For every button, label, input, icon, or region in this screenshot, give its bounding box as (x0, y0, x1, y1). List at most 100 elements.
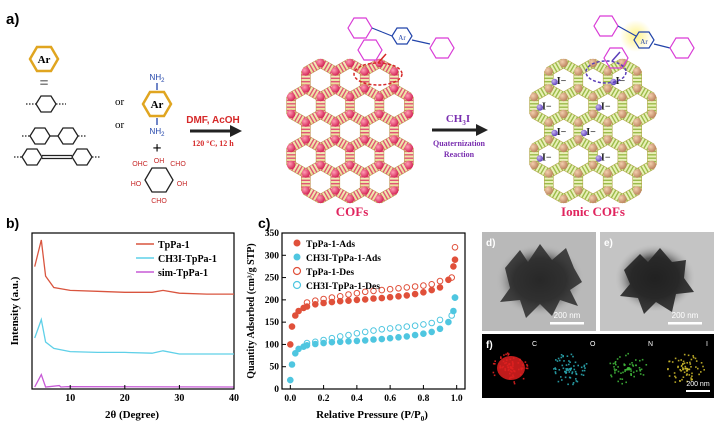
panel-e: e) 200 nm (600, 232, 714, 331)
panel-e-label: e) (604, 238, 613, 249)
svg-text:Ar: Ar (38, 54, 51, 66)
iodide-ion (551, 79, 557, 85)
isotherm-point-1 (362, 338, 368, 344)
ytick-label-c: 0 (274, 385, 279, 395)
panel-b-label: b) (6, 215, 19, 231)
isotherm-point-1 (404, 334, 410, 340)
iodide-label: I− (601, 153, 611, 164)
svg-text:TpPa-1-Ads: TpPa-1-Ads (306, 240, 355, 250)
isotherm-point-2 (421, 283, 427, 289)
svg-text:Ar: Ar (398, 34, 406, 42)
reaction-arrow-1: DMF, AcOH 120 °C, 12 h (186, 115, 242, 148)
isotherm-point-1 (289, 362, 295, 368)
isotherm-point-2 (396, 286, 402, 292)
scale-bar-e (668, 322, 702, 325)
svg-text:Quaternization: Quaternization (433, 139, 486, 148)
svg-text:Ar: Ar (640, 38, 648, 46)
isotherm-point-3 (437, 317, 443, 323)
ionic-cofs-label: Ionic COFs (561, 204, 625, 219)
isotherm-point-0 (452, 257, 458, 263)
svg-text:TpPa-1-Des: TpPa-1-Des (306, 268, 354, 278)
xtick-label-b: 10 (65, 393, 75, 404)
xtick-label-c: 0.0 (284, 394, 296, 404)
panel-d: d) 200 nm (482, 232, 596, 331)
svg-text:CH3I-TpPa-1-Des: CH3I-TpPa-1-Des (306, 282, 380, 292)
cof-fragment-molecule: Ar (348, 18, 454, 60)
xtick-label-b: 20 (120, 393, 130, 404)
iodide-ion (551, 130, 557, 136)
plot-c-ylabel: Quantity Adsorbed (cm³/g STP) (246, 243, 257, 379)
cof-honeycomb-neutral (287, 59, 414, 203)
isotherm-point-0 (429, 287, 435, 293)
ar-hexagon-legend: Ar = (30, 47, 58, 92)
svg-text:Reaction: Reaction (444, 150, 475, 159)
ytick-label-c: 150 (265, 318, 280, 328)
isotherm-point-1 (446, 319, 452, 325)
panel-f: CONI f) 200 nm (482, 334, 714, 398)
iodide-label: I− (542, 153, 552, 164)
cofs-label: COFs (336, 204, 369, 219)
isotherm-point-0 (404, 293, 410, 299)
eds-element-label: O (590, 341, 596, 348)
isotherm-point-2 (346, 292, 352, 298)
iodide-ion (596, 155, 602, 161)
iodide-label: I− (557, 127, 567, 138)
svg-text:NH2: NH2 (150, 73, 166, 84)
xtick-label-c: 0.6 (384, 394, 396, 404)
ytick-label-c: 100 (265, 340, 280, 350)
isotherm-point-0 (346, 298, 352, 304)
reaction-arrow-2: CH3I Quaternization Reaction (432, 113, 488, 159)
eds-element-label: I (706, 341, 708, 348)
ytick-label-c: 50 (270, 363, 280, 373)
iodide-label: I− (586, 127, 596, 138)
isotherm-point-3 (412, 323, 418, 329)
diamine-structure: NH2 Ar NH2 + (143, 73, 171, 157)
iodide-ion (581, 130, 587, 136)
isotherm-point-1 (412, 332, 418, 338)
scale-text-e: 200 nm (672, 311, 699, 320)
svg-text:CH3I-TpPa-1-Ads: CH3I-TpPa-1-Ads (306, 254, 381, 264)
xtick-label-b: 30 (174, 393, 184, 404)
svg-text:NH2: NH2 (150, 127, 166, 138)
ytick-label-c: 200 (265, 296, 280, 306)
plot-c-legend: TpPa-1-Ads CH3I-TpPa-1-Ads TpPa-1-Des CH… (294, 240, 382, 293)
isotherm-point-1 (387, 335, 393, 341)
plot-c-points (288, 245, 458, 383)
isotherm-point-3 (379, 327, 385, 333)
xrd-series-2 (35, 375, 234, 387)
xtick-label-c: 0.8 (417, 394, 429, 404)
isotherm-point-2 (452, 245, 458, 251)
isotherm-point-2 (404, 285, 410, 291)
isotherm-point-0 (451, 264, 457, 270)
isotherm-point-2 (387, 286, 393, 292)
ytick-label-c: 300 (265, 251, 280, 261)
xtick-label-b: 40 (229, 393, 239, 404)
linker-benzene (26, 96, 66, 112)
ytick-label-c: 250 (265, 274, 280, 284)
iodide-ion (537, 104, 543, 110)
isotherm-point-0 (288, 342, 294, 348)
isotherm-point-0 (437, 285, 443, 291)
svg-text:Ar: Ar (151, 99, 164, 111)
isotherm-point-1 (288, 377, 294, 383)
isotherm-point-1 (437, 326, 443, 332)
svg-text:DMF, AcOH: DMF, AcOH (186, 115, 240, 126)
svg-text:OHC: OHC (132, 161, 148, 168)
svg-text:=: = (39, 75, 48, 92)
isotherm-point-0 (387, 294, 393, 300)
iodide-label: I− (542, 102, 552, 113)
or-text-2: or (115, 119, 125, 131)
svg-text:CHO: CHO (151, 198, 167, 205)
or-text-1: or (115, 96, 125, 108)
iodide-label: I− (557, 76, 567, 87)
svg-text:CH3I: CH3I (446, 113, 470, 127)
isotherm-point-0 (396, 294, 402, 300)
svg-text:TpPa-1: TpPa-1 (158, 240, 190, 251)
svg-text:OH: OH (177, 181, 188, 188)
isotherm-point-1 (346, 339, 352, 345)
svg-text:+: + (152, 140, 161, 157)
isotherm-point-0 (379, 295, 385, 301)
scale-text-f: 200 nm (686, 381, 710, 388)
svg-text:HO: HO (131, 181, 142, 188)
isotherm-point-3 (362, 329, 368, 335)
